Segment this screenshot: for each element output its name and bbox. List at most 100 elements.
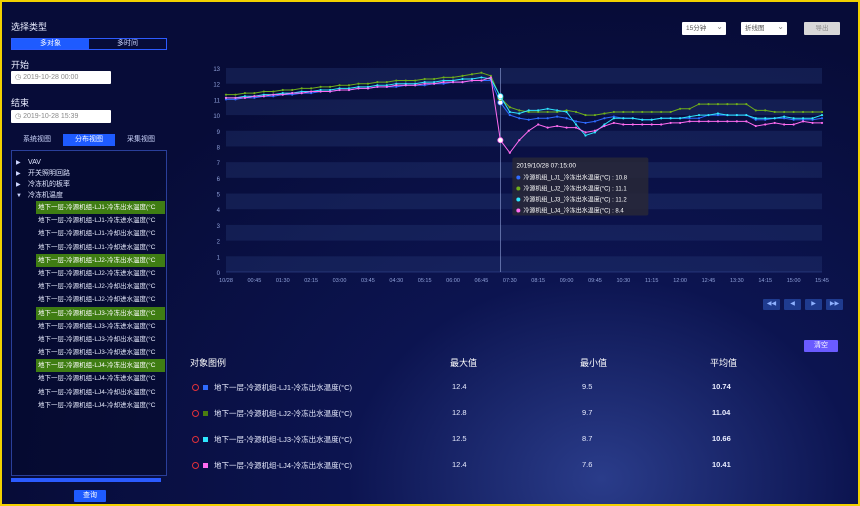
tree-group[interactable]: ▼ 冷冻机温度 <box>12 190 166 201</box>
tree-group[interactable]: ▶ VAV <box>12 157 166 168</box>
series-point <box>347 87 351 90</box>
series-point <box>593 120 597 123</box>
series-point <box>622 117 625 120</box>
tooltip-line: 冷源机组_LJ3_冷冻出水温度(°C) : 11.2 <box>523 195 627 203</box>
x-tick-label: 02:15 <box>304 278 318 284</box>
series-point <box>414 79 417 82</box>
chart-type-select[interactable]: 折线图 <box>741 20 787 35</box>
segment-multi-object[interactable]: 多对象 <box>12 39 89 49</box>
tree-leaf[interactable]: 地下一层-冷源机组-LJ2-冷却进水温度(°C <box>38 296 156 304</box>
tree-leaf[interactable]: 地下一层-冷源机组-LJ3-冷冻进水温度(°C <box>38 322 156 330</box>
tree-leaf[interactable]: 地下一层-冷源机组-LJ2-冷冻出水温度(°C <box>36 253 165 267</box>
y-tick-label: 5 <box>217 193 221 199</box>
tree-leaf[interactable]: 地下一层-冷源机组-LJ1-冷冻出水温度(°C <box>36 201 165 215</box>
series-avg: 10.41 <box>712 460 731 469</box>
series-point <box>224 96 228 99</box>
query-button[interactable]: 查询 <box>74 490 106 502</box>
last-page-button[interactable]: ▶▶ <box>826 299 843 310</box>
series-point <box>508 151 511 154</box>
series-point <box>347 88 351 92</box>
tab-distribution-view[interactable]: 分布视图 <box>63 134 115 146</box>
series-point <box>404 84 407 87</box>
remove-series-icon[interactable] <box>192 410 199 417</box>
tree-leaf[interactable]: 地下一层-冷源机组-LJ2-冷却出水温度(°C <box>38 283 156 291</box>
tree-leaf[interactable]: 地下一层-冷源机组-LJ4-冷却进水温度(°C <box>38 401 156 409</box>
tree-leaf[interactable]: 地下一层-冷源机组-LJ1-冷冻进水温度(°C <box>38 217 156 225</box>
y-tick-label: 7 <box>217 161 221 167</box>
series-point <box>366 87 370 90</box>
tree-horizontal-scrollbar[interactable] <box>11 478 161 482</box>
series-point <box>470 77 474 81</box>
series-point <box>745 113 748 117</box>
tree-leaf[interactable]: 地下一层-冷源机组-LJ1-冷却进水温度(°C <box>38 243 156 251</box>
series-point <box>385 84 388 87</box>
export-button[interactable]: 导出 <box>804 22 840 35</box>
series-name: 地下一层-冷源机组-LJ2-冷冻出水温度(°C) <box>214 409 352 418</box>
series-point <box>688 117 691 120</box>
series-point <box>820 113 824 117</box>
series-point <box>726 102 729 106</box>
series-point <box>622 110 625 114</box>
series-avg: 10.74 <box>712 382 731 391</box>
start-datetime-input[interactable]: ◷ 2019-10-28 00:00 <box>11 71 111 84</box>
tree-group[interactable]: ▶ 冷冻机的板率 <box>12 179 166 190</box>
series-point <box>565 109 568 112</box>
crosshair-point <box>497 93 504 100</box>
object-tree[interactable]: ▶ VAV ▶ 开关照明回路 ▶ 冷冻机的板率 ▼ 冷冻机温度 地下一层-冷源机组-LJ… <box>11 150 167 476</box>
series-point <box>461 77 464 81</box>
tree-leaf[interactable]: 地下一层-冷源机组-LJ3-冷却进水温度(°C <box>38 349 156 357</box>
remove-series-icon[interactable] <box>192 462 199 469</box>
end-datetime-input[interactable]: ◷ 2019-10-28 15:39 <box>11 110 111 123</box>
tree-leaf[interactable]: 地下一层-冷源机组-LJ2-冷冻进水温度(°C <box>38 269 156 277</box>
series-point <box>574 126 578 129</box>
series-point <box>366 82 370 85</box>
tree-leaf[interactable]: 地下一层-冷源机组-LJ3-冷却出水温度(°C <box>38 335 156 343</box>
clear-button[interactable]: 清空 <box>804 340 838 352</box>
tooltip-marker <box>516 208 521 213</box>
series-point <box>688 115 691 118</box>
series-point <box>801 118 805 121</box>
y-tick-label: 1 <box>217 255 221 261</box>
y-tick-label: 11 <box>214 98 221 104</box>
first-page-button[interactable]: ◀◀ <box>763 299 780 310</box>
tree-leaf[interactable]: 地下一层-冷源机组-LJ1-冷却出水温度(°C <box>38 230 156 238</box>
x-tick-label: 04:30 <box>389 278 403 284</box>
tree-leaf[interactable]: 地下一层-冷源机组-LJ4-冷冻出水温度(°C <box>36 359 165 373</box>
x-tick-label: 03:45 <box>361 278 375 284</box>
series-point <box>811 117 814 120</box>
series-point <box>262 95 265 98</box>
series-point <box>451 76 455 79</box>
tree-leaf[interactable]: 地下一层-冷源机组-LJ3-冷冻出水温度(°C <box>36 306 165 320</box>
series-point <box>792 110 795 114</box>
y-tick-label: 3 <box>217 224 221 230</box>
series-point <box>546 107 549 110</box>
segment-multi-time[interactable]: 多时间 <box>117 40 138 47</box>
prev-page-button[interactable]: ◀ <box>784 299 801 310</box>
clock-icon: ◷ <box>15 74 24 81</box>
series-point <box>281 92 284 95</box>
series-point <box>328 90 332 93</box>
series-point <box>745 120 748 123</box>
series-name: 地下一层-冷源机组-LJ1-冷冻出水温度(°C) <box>214 383 352 392</box>
x-tick-label: 06:00 <box>446 278 460 284</box>
series-point <box>650 110 653 114</box>
remove-series-icon[interactable] <box>192 384 199 391</box>
series-point <box>451 79 455 82</box>
next-page-button[interactable]: ▶ <box>805 299 822 310</box>
y-tick-label: 2 <box>217 240 221 246</box>
x-tick-label: 09:45 <box>588 278 602 284</box>
tree-leaf[interactable]: 地下一层-冷源机组-LJ4-冷冻进水温度(°C <box>38 375 156 383</box>
interval-select[interactable]: 15分钟 <box>682 20 726 35</box>
series-point <box>376 85 379 88</box>
tree-group[interactable]: ▶ 开关照明回路 <box>12 168 166 179</box>
series-point <box>480 71 483 74</box>
series-point <box>527 110 530 114</box>
series-point <box>508 110 511 114</box>
series-point <box>678 107 682 110</box>
tab-collection-view[interactable]: 采集视图 <box>127 136 155 143</box>
remove-series-icon[interactable] <box>192 436 199 443</box>
tree-leaf[interactable]: 地下一层-冷源机组-LJ4-冷却出水温度(°C <box>38 388 156 396</box>
tab-system-view[interactable]: 系统视图 <box>23 136 51 143</box>
series-point <box>593 129 597 132</box>
